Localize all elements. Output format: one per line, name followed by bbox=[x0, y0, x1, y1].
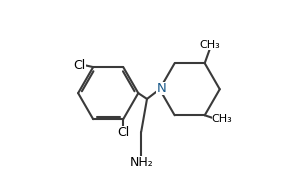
Text: Cl: Cl bbox=[117, 126, 129, 139]
Text: N: N bbox=[156, 82, 166, 95]
Text: CH₃: CH₃ bbox=[212, 114, 233, 124]
Text: CH₃: CH₃ bbox=[199, 40, 220, 50]
Text: Cl: Cl bbox=[74, 59, 86, 72]
Text: NH₂: NH₂ bbox=[129, 156, 153, 170]
